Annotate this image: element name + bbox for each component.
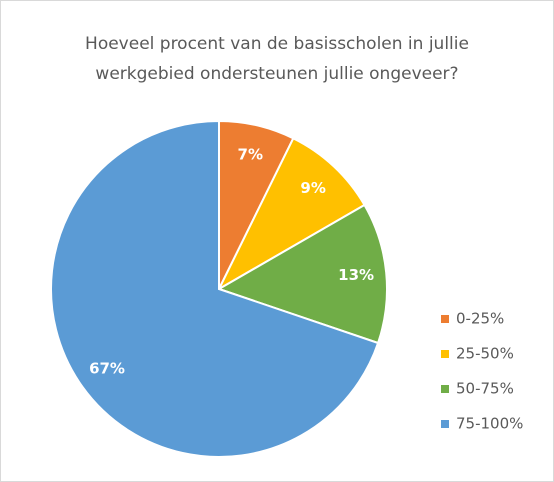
legend-swatch [441, 350, 449, 358]
pie-slice [216, 203, 388, 345]
legend-swatch [441, 315, 449, 323]
legend-swatch [441, 420, 449, 428]
data-label: 13% [338, 266, 374, 284]
data-label: 67% [89, 360, 125, 378]
data-label: 9% [300, 179, 325, 197]
chart-title: Hoeveel procent van de basisscholen in j… [85, 34, 469, 84]
legend-label: 50-75% [456, 380, 514, 398]
legend-label: 75-100% [456, 415, 523, 433]
pie-slice [50, 119, 380, 458]
data-label: 7% [238, 145, 263, 163]
legend-swatch [441, 385, 449, 393]
legend-label: 25-50% [456, 345, 514, 363]
pie-slice [216, 136, 366, 292]
legend-label: 0-25% [456, 310, 504, 328]
